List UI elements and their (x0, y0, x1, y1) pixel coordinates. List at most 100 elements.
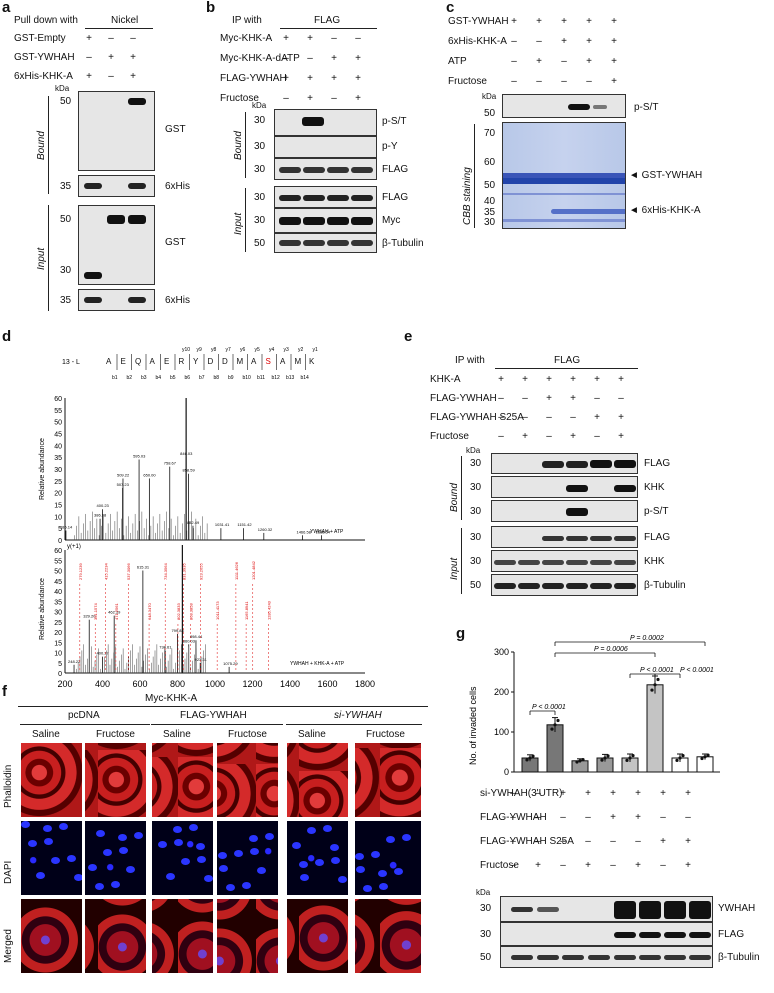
b-band-label: p-Y (382, 141, 398, 152)
b-mw: 30 (254, 141, 266, 152)
nucleus (257, 867, 266, 874)
nucleus (21, 821, 30, 828)
f-row-label: DAPI (3, 860, 14, 884)
panel-a-label: a (2, 0, 11, 16)
nucleus (234, 850, 243, 857)
ion-annotation: 1165.8941 (244, 601, 249, 620)
e-input-flag-blot (491, 526, 638, 548)
b-mw: 30 (254, 164, 266, 175)
y-axis-label: No. of invaded cells (468, 686, 478, 765)
c-cbb-gel (502, 122, 626, 229)
y-tick-label: 30 (54, 610, 62, 617)
b-ion-label: b4 (156, 375, 162, 381)
y-tick-label: 50 (54, 569, 62, 576)
ion-annotation: 361.1574 (93, 603, 98, 620)
nucleus (331, 857, 340, 864)
c-mark: – (536, 76, 542, 87)
c-mark: – (536, 36, 542, 47)
c-mark: + (561, 16, 567, 27)
a-band-label: GST (165, 124, 186, 135)
c-mark: + (611, 56, 617, 67)
nucleus (28, 840, 37, 847)
nucleus (44, 838, 53, 845)
ion-annotation: 923.2655 (199, 563, 204, 580)
b-header-right: FLAG (314, 15, 341, 26)
a-mw: 30 (60, 265, 72, 276)
c-mark: + (586, 36, 592, 47)
e-mark: + (618, 374, 624, 385)
panel-e-label: e (404, 328, 413, 345)
peptide-residue: Y (193, 357, 199, 366)
nucleus (355, 853, 364, 860)
nucleus (67, 855, 76, 862)
b-pst-blot (274, 109, 377, 136)
a-input-label: Input (36, 247, 47, 270)
a-row-label: GST-Empty (14, 33, 66, 44)
y-ion-label: y6 (240, 347, 246, 353)
g-mark: – (510, 836, 516, 847)
b-ion-label: b13 (286, 375, 295, 381)
b-band-label: FLAG (382, 164, 409, 175)
ion-annotation: 279.1239 (78, 563, 83, 580)
e-band-label: KHK (644, 556, 665, 567)
e-bound-label: Bound (449, 483, 460, 512)
peptide-residue: A (150, 357, 156, 366)
peak-label: 858.59 (182, 468, 195, 473)
ion-annotation: 1285.4243 (267, 600, 272, 620)
peak-label: 1075.29 (223, 661, 238, 666)
ion-series-label: y(+1) (67, 544, 81, 550)
y-tick-label: 20 (54, 491, 62, 498)
f-condition-label: Saline (32, 729, 60, 740)
nucleus (189, 824, 198, 831)
y-tick-label: 30 (54, 467, 62, 474)
g-mw: 30 (480, 929, 492, 940)
nucleus (74, 874, 82, 881)
nucleus (51, 857, 60, 864)
e-band-label: KHK (644, 482, 665, 493)
e-mw: 30 (470, 506, 482, 517)
b-band-label: FLAG (382, 192, 409, 203)
p-value-label: P < 0.0001 (532, 704, 566, 711)
a-band-label: 6xHis (165, 295, 191, 306)
c-cbb-label: CBB staining (462, 167, 473, 225)
y-tick-label: 10 (54, 514, 62, 521)
y-tick-label: 25 (54, 479, 62, 486)
a-kda: kDa (55, 84, 70, 93)
data-point (656, 677, 660, 682)
nucleus (394, 868, 403, 875)
peak-label: 248.22 (68, 659, 81, 664)
y-tick-label: 40 (54, 589, 62, 596)
data-point (603, 756, 607, 760)
nucleus (43, 825, 52, 832)
phalloidin-image (216, 742, 279, 818)
b-ion-label: b14 (301, 375, 310, 381)
nucleus (307, 827, 316, 834)
data-point (528, 756, 532, 760)
b-band-label: β-Tubulin (382, 238, 424, 249)
g-row-label: si-YWHAH(3'UTR) (480, 788, 563, 799)
e-mark: + (618, 412, 624, 423)
c-mark: – (511, 36, 517, 47)
peak-label: 1031.41 (215, 522, 230, 527)
c-pst-blot (502, 94, 626, 118)
nucleus (226, 884, 235, 891)
c-arrow-label: ◄ 6xHis-KHK-A (629, 205, 701, 216)
peak-label: 860.03 (183, 638, 196, 643)
y-tick-label: 45 (54, 579, 62, 586)
x-tick-label: 1400 (280, 679, 300, 689)
peak-label: 462.29 (108, 610, 121, 615)
data-point (706, 753, 710, 757)
c-mark: + (611, 16, 617, 27)
data-point (578, 759, 582, 763)
peak-label: 400.27 (97, 651, 110, 656)
y-ion-label: y5 (255, 347, 261, 353)
a-bound-gst-blot (78, 91, 155, 171)
peptide-residue: E (121, 357, 126, 366)
nucleus (379, 883, 388, 890)
y-tick-label: 5 (58, 526, 62, 533)
data-point (525, 758, 529, 762)
e-mw: 30 (470, 458, 482, 469)
a-mw: 35 (60, 295, 72, 306)
peak-label: 509.22 (117, 472, 130, 477)
a-mark: + (86, 33, 92, 44)
